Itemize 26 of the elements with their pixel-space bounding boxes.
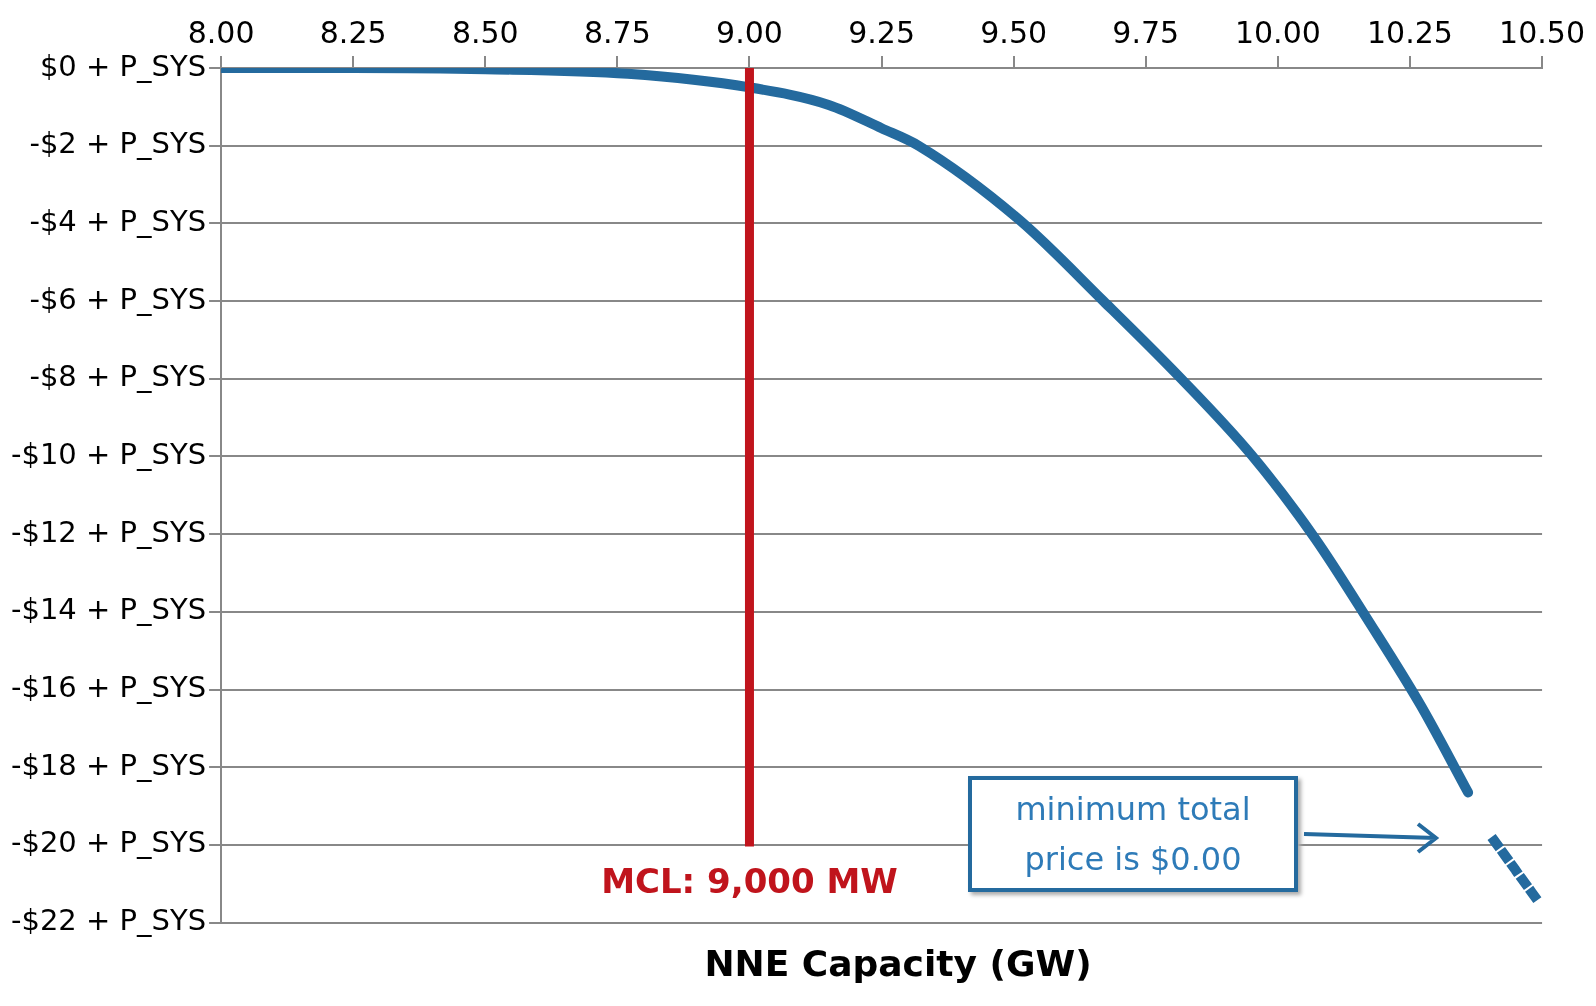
- y-tick-label: -$12 + P_SYS: [10, 514, 207, 549]
- x-tick-label: 8.25: [319, 14, 387, 50]
- y-tick-label: -$8 + P_SYS: [29, 359, 207, 394]
- x-tick-label: 10.50: [1499, 14, 1585, 50]
- x-tick-label: 9.00: [716, 14, 783, 50]
- x-tick-label: 8.75: [583, 14, 651, 50]
- y-tick-label: -$18 + P_SYS: [10, 747, 207, 782]
- x-tick-label: 9.75: [1112, 14, 1180, 50]
- annotation: minimum total price is $0.00: [968, 776, 1298, 892]
- y-tick-label: -$4 + P_SYS: [29, 203, 207, 238]
- y-tick-label: -$20 + P_SYS: [10, 825, 207, 860]
- y-tick-label: -$6 + P_SYS: [29, 281, 207, 316]
- x-tick-label: 10.25: [1367, 14, 1453, 50]
- ref-line-label: MCL: 9,000 MW: [601, 861, 898, 902]
- y-tick-label: -$16 + P_SYS: [10, 670, 207, 705]
- x-tick-label: 10.00: [1234, 14, 1321, 50]
- x-tick-label: 9.50: [980, 14, 1048, 50]
- x-tick-label: 9.25: [848, 14, 915, 50]
- x-tick-label: 8.50: [451, 14, 519, 50]
- x-tick-label: 8.00: [187, 14, 255, 50]
- y-tick-label: -$14 + P_SYS: [10, 592, 207, 627]
- y-tick-label: -$10 + P_SYS: [10, 436, 207, 471]
- y-tick-label: -$2 + P_SYS: [29, 126, 207, 161]
- y-tick-label: -$22 + P_SYS: [10, 903, 207, 938]
- x-axis-title: NNE Capacity (GW): [703, 943, 1093, 984]
- y-tick-label: $0 + P_SYS: [39, 48, 207, 83]
